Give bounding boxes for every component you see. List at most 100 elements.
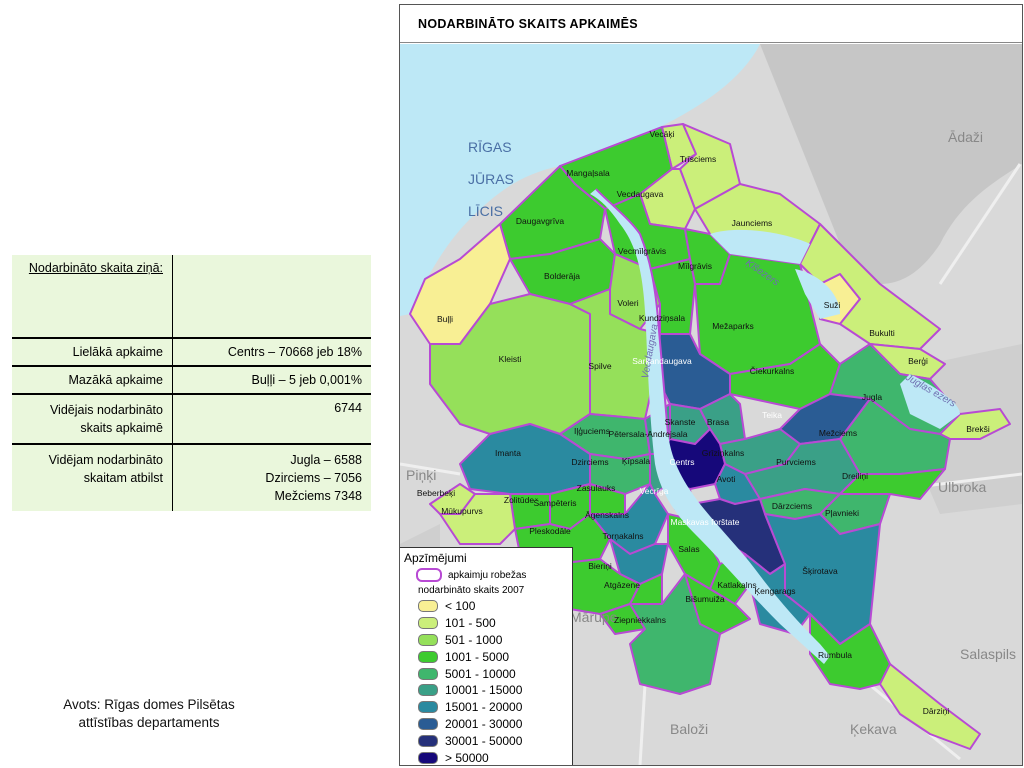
district-label: Mūkupurvs <box>441 506 483 516</box>
place-label: Piņķi <box>406 467 436 483</box>
legend-label: 15001 - 20000 <box>445 700 523 715</box>
district-label: Vecāķi <box>649 129 674 139</box>
district-label: Rumbula <box>818 650 852 660</box>
district-label: Mangaļsala <box>566 168 610 178</box>
district-label: Avoti <box>717 474 736 484</box>
district-label: Pleskodāle <box>529 526 571 536</box>
place-label: Baloži <box>670 721 708 737</box>
source-note: Avots: Rīgas domes Pilsētas attīstības d… <box>63 697 235 730</box>
legend-swatch <box>418 751 438 764</box>
district-label: Pļavnieki <box>825 508 859 518</box>
table-header-cell: Nodarbināto skaita ziņā: <box>12 255 173 338</box>
row-value: Centrs – 70668 jeb 18% <box>172 337 371 366</box>
legend-row: 501 - 1000 <box>404 632 572 649</box>
row-label: Mazākā apkaime <box>12 365 173 394</box>
lake-kisezers <box>710 229 810 264</box>
district-label: Čiekurkalns <box>750 366 794 376</box>
legend-row: 15001 - 20000 <box>404 699 572 716</box>
district-label: Centrs <box>669 457 694 467</box>
district-label: Dzirciems <box>571 457 608 467</box>
district-label: Kleisti <box>499 354 522 364</box>
district-label: Kundziņsala <box>639 313 686 323</box>
district-label: Buļļi <box>437 314 453 324</box>
legend-label: 20001 - 30000 <box>445 716 523 731</box>
district-darzini <box>879 663 981 750</box>
map-canvas: RĪGAS JŪRAS LĪCIS Vecdaugava Ķīšezers Ju… <box>400 44 1022 765</box>
district-label: Zolitūde <box>504 495 535 505</box>
district-label: Pētersala-Andrejsala <box>609 429 688 439</box>
district-label: Vecmīlgrāvis <box>618 246 666 256</box>
map-legend: Apzīmējumi apkaimju robežas nodarbināto … <box>400 547 573 765</box>
district-label: Dreiliņi <box>842 471 868 481</box>
legend-swatch <box>418 667 438 680</box>
district-label: Ziepniekkalns <box>614 615 666 625</box>
info-table: Nodarbināto skaita ziņā: Lielākā apkaime… <box>12 255 371 511</box>
district-label: Bolderāja <box>544 271 580 281</box>
place-label: Ulbroka <box>938 479 986 495</box>
legend-swatch <box>418 701 438 714</box>
legend-swatch <box>418 684 438 697</box>
district-label: Voleri <box>617 298 638 308</box>
legend-label: 5001 - 10000 <box>445 666 516 681</box>
legend-title: Apzīmējumi <box>404 551 467 565</box>
map-title: NODARBINĀTO SKAITS APKAIMĒS <box>400 5 1022 43</box>
district-label: Brekši <box>966 424 990 434</box>
legend-boundary-label: apkaimju robežas <box>448 569 527 581</box>
district-label: Jugla <box>862 392 883 402</box>
district-label: Dārziņi <box>923 706 950 716</box>
row-label: Vidējam nodarbināto skaitam atbilst <box>12 443 173 511</box>
district-label: Imanta <box>495 448 521 458</box>
legend-row: 1001 - 5000 <box>404 648 572 665</box>
district-label: Katlakalns <box>717 580 756 590</box>
lake-juglas <box>900 374 960 429</box>
district-label: Bieriņi <box>588 561 612 571</box>
legend-row: < 100 <box>404 598 572 615</box>
legend-swatch <box>418 717 438 730</box>
table-header-empty <box>172 255 371 338</box>
place-label: Ādaži <box>948 129 983 145</box>
map-frame: NODARBINĀTO SKAITS APKAIMĒS <box>399 4 1023 766</box>
legend-row: > 50000 <box>404 749 572 765</box>
table-header-row: Nodarbināto skaita ziņā: <box>12 255 371 338</box>
district-label: Trīsciems <box>680 154 717 164</box>
row-label: Vidējais nodarbināto skaits apkaimē <box>12 393 173 444</box>
district-label: Jaunciems <box>732 218 773 228</box>
district-label: Teika <box>762 410 782 420</box>
district-label: Sarkandaugava <box>632 356 692 366</box>
district-label: Daugavgrīva <box>516 216 564 226</box>
district-label: Spilve <box>588 361 611 371</box>
row-label: Lielākā apkaime <box>12 337 173 366</box>
legend-swatch <box>418 617 438 630</box>
district-label: Mīlgrāvis <box>678 261 712 271</box>
water-label: RĪGAS <box>468 139 512 155</box>
district-label: Iļģuciems <box>574 426 610 436</box>
table-header-label: Nodarbināto skaita ziņā: <box>28 261 163 275</box>
row-value-list: Jugla – 6588 Dzirciems – 7056 Mežciems 7… <box>172 443 371 511</box>
district-mukupurvs <box>439 493 516 545</box>
district-label: Vecrīga <box>640 486 669 496</box>
row-value: Buļļi – 5 jeb 0,001% <box>172 365 371 394</box>
table-row: Mazākā apkaime Buļļi – 5 jeb 0,001% <box>12 365 371 394</box>
place-label: Salaspils <box>960 646 1016 662</box>
legend-label: < 100 <box>445 599 476 614</box>
place-label-group: Ādaži Piņķi Ulbroka Salaspils Ķekava Bal… <box>406 129 1016 737</box>
table-row: Lielākā apkaime Centrs – 70668 jeb 18% <box>12 337 371 366</box>
legend-row: 101 - 500 <box>404 615 572 632</box>
row-value: Jugla – 6588 <box>290 453 362 467</box>
lake-kisezers-east <box>795 269 840 319</box>
legend-classes: < 100 101 - 500 501 - 1000 1001 - 5000 5001 … <box>404 598 572 765</box>
legend-label: 30001 - 50000 <box>445 733 523 748</box>
legend-row: 30001 - 50000 <box>404 732 572 749</box>
legend-row: 5001 - 10000 <box>404 665 572 682</box>
district-label: Vecdaugava <box>617 189 664 199</box>
water-label: LĪCIS <box>468 203 503 219</box>
district-label: Torņakalns <box>602 531 643 541</box>
water-label: JŪRAS <box>468 171 514 187</box>
district-label: Šķirotava <box>802 566 838 576</box>
district-label: Atgāzene <box>604 580 640 590</box>
district-label: Salas <box>678 544 699 554</box>
legend-row: 20001 - 30000 <box>404 716 572 733</box>
legend-label: 501 - 1000 <box>445 632 503 647</box>
forest-area <box>760 44 1022 284</box>
legend-label: 10001 - 15000 <box>445 683 523 698</box>
